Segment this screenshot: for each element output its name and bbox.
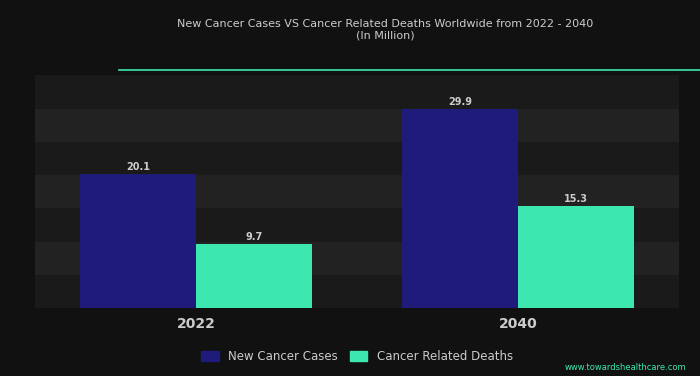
Text: 20.1: 20.1 — [126, 162, 150, 173]
Text: 15.3: 15.3 — [564, 194, 588, 205]
Text: www.towardshealthcare.com: www.towardshealthcare.com — [564, 363, 686, 372]
Legend: New Cancer Cases, Cancer Related Deaths: New Cancer Cases, Cancer Related Deaths — [196, 345, 518, 368]
Bar — [35, 275, 679, 308]
Text: 9.7: 9.7 — [245, 232, 262, 242]
Bar — [35, 142, 679, 175]
Text: 29.9: 29.9 — [448, 97, 472, 107]
Bar — [35, 175, 679, 208]
Bar — [196, 244, 312, 308]
Bar — [80, 174, 196, 308]
Bar — [35, 109, 679, 142]
Bar — [35, 208, 679, 242]
Bar — [402, 109, 518, 308]
Text: New Cancer Cases VS Cancer Related Deaths Worldwide from 2022 - 2040
(In Million: New Cancer Cases VS Cancer Related Death… — [177, 19, 593, 40]
Bar — [35, 242, 679, 275]
Bar — [518, 206, 634, 308]
Bar — [35, 75, 679, 109]
